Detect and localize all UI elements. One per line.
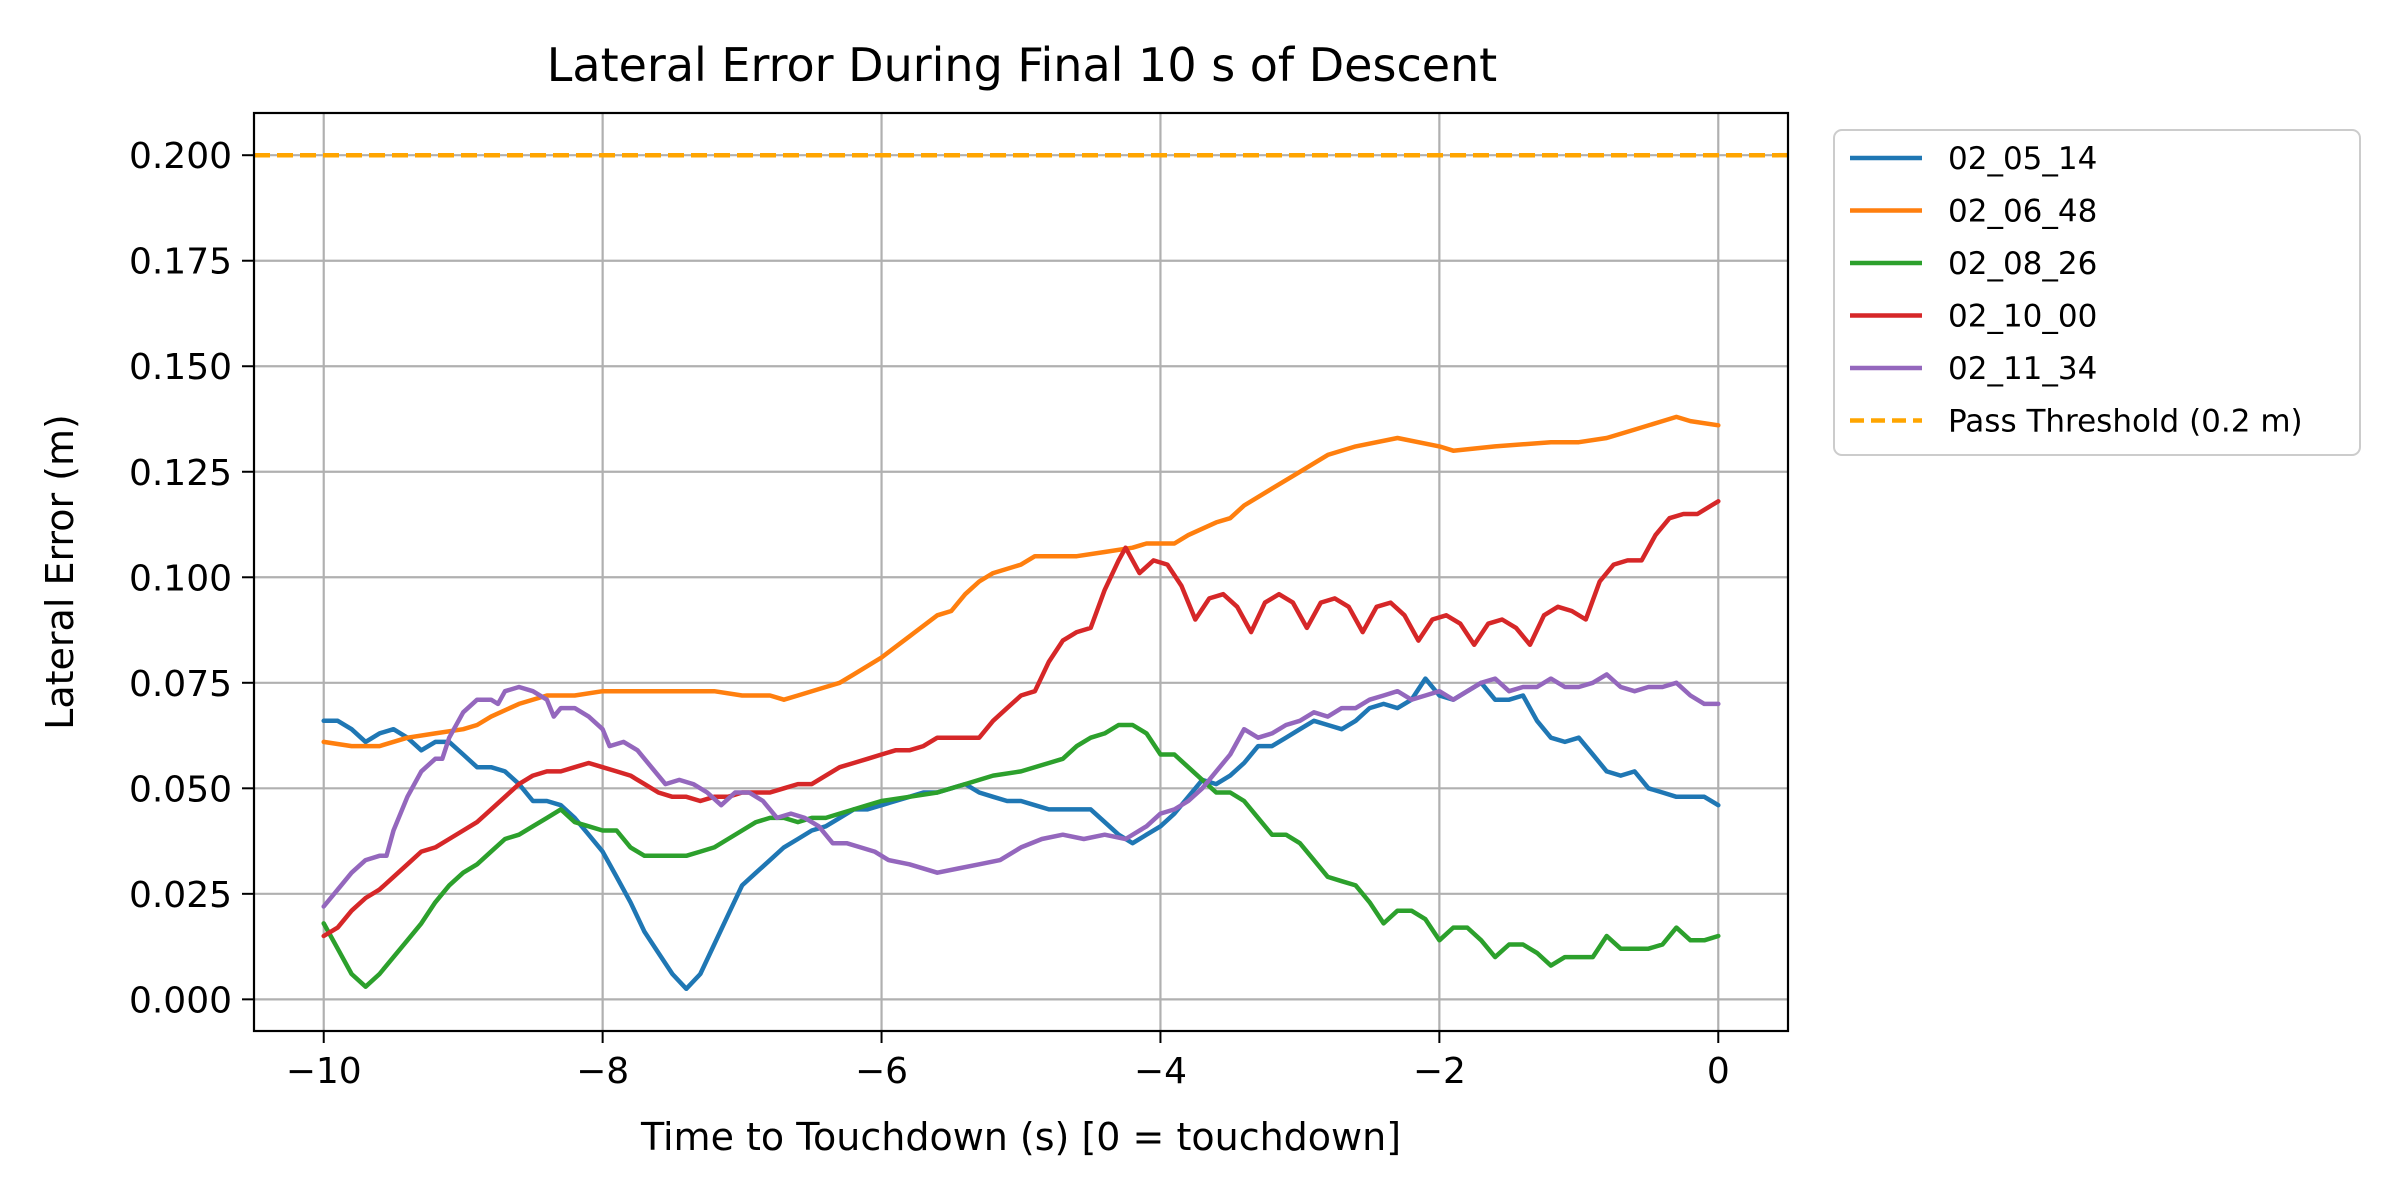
y-tick-label: 0.075: [129, 664, 232, 705]
x-tick-label: −6: [855, 1051, 908, 1092]
y-axis-ticks: 0.000 0.025 0.050 0.075 0.100 0.125 0.150 0.175…: [129, 136, 254, 1021]
x-tick-label: −10: [286, 1051, 362, 1092]
series-line-4: [321, 672, 1721, 909]
legend-label-2: 02_08_26: [1948, 246, 2097, 282]
y-tick-label: 0.150: [129, 347, 232, 388]
legend-label-0: 02_05_14: [1948, 141, 2097, 177]
x-tick-label: −8: [576, 1051, 629, 1092]
y-tick-label: 0.125: [129, 453, 232, 494]
y-tick-label: 0.175: [129, 242, 232, 283]
legend-label-3: 02_10_00: [1948, 299, 2097, 335]
legend: 02_05_14 02_06_48 02_08_26 02_10_00 02_11_34…: [1833, 129, 2361, 456]
y-tick-label: 0.000: [129, 980, 232, 1021]
y-tick-label: 0.100: [129, 558, 232, 599]
y-tick-label: 0.200: [129, 136, 232, 177]
plot-frame: [252, 111, 1790, 1033]
x-axis-label: Time to Touchdown (s) [0 = touchdown]: [640, 1115, 1401, 1159]
y-tick-label: 0.025: [129, 875, 232, 916]
y-tick-label: 0.050: [129, 769, 232, 810]
chart-title: Lateral Error During Final 10 s of Desce…: [547, 38, 1497, 92]
series-line-2: [321, 722, 1721, 989]
grid-lines: [254, 113, 1788, 1031]
series-layer: [254, 152, 1788, 992]
x-axis-ticks: −10 −8 −6 −4 −2 0: [286, 1031, 1730, 1092]
x-tick-label: 0: [1707, 1051, 1730, 1092]
series-line-0: [321, 676, 1721, 992]
x-tick-label: −4: [1134, 1051, 1187, 1092]
legend-label-1: 02_06_48: [1948, 194, 2097, 230]
legend-label-4: 02_11_34: [1948, 351, 2097, 387]
y-axis-label: Lateral Error (m): [38, 414, 82, 730]
series-line-1: [321, 414, 1721, 749]
legend-box: [1833, 129, 2361, 456]
legend-label-5: Pass Threshold (0.2 m): [1948, 404, 2303, 440]
x-tick-label: −2: [1413, 1051, 1466, 1092]
series-line-3: [321, 499, 1721, 939]
